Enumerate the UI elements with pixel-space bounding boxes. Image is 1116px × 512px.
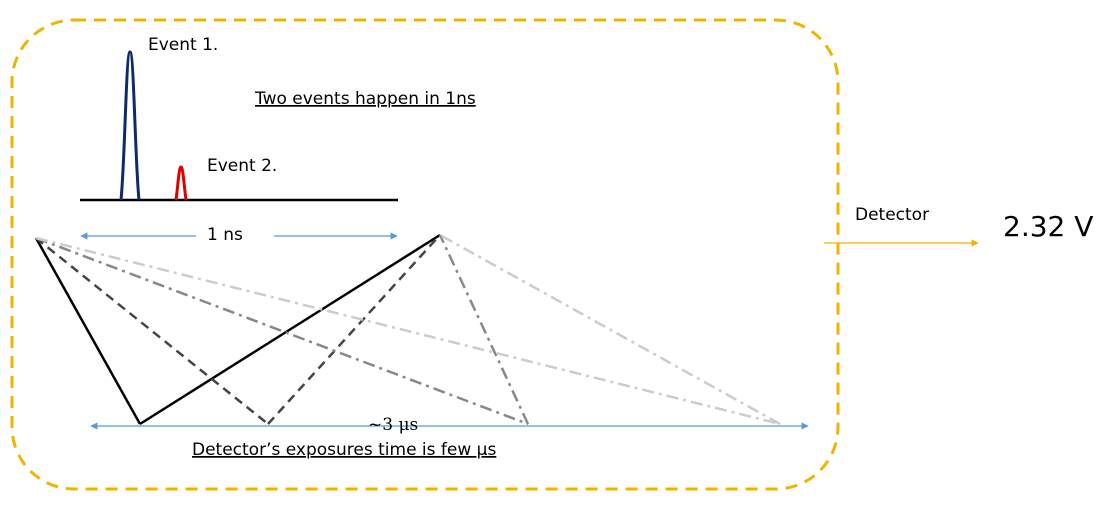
one-ns-label: 1 ns: [207, 225, 243, 245]
two-events-label: Two events happen in 1ns: [254, 89, 476, 109]
detector-frame: [10, 18, 840, 491]
trace-solid-2: [139, 233, 441, 426]
trace-dashed-2: [267, 234, 441, 425]
event1-pulse: [119, 50, 141, 201]
exposure-label: Detector’s exposures time is few μs: [192, 440, 496, 460]
voltage-readout: 2.32 V: [1003, 210, 1093, 243]
trace-light-2: [439, 233, 781, 426]
event1-label: Event 1.: [148, 35, 218, 55]
event2-pulse: [174, 165, 188, 201]
detector-label: Detector: [855, 205, 929, 225]
trace-dashed-1: [35, 237, 269, 425]
trace-dashdot-1: [35, 236, 529, 426]
event2-label: Event 2.: [207, 156, 277, 176]
three-us-label: ~3 μs: [368, 415, 418, 435]
trace-light-1: [35, 236, 781, 426]
trace-dashdot-2: [438, 234, 530, 425]
trace-solid-1: [34, 237, 142, 425]
